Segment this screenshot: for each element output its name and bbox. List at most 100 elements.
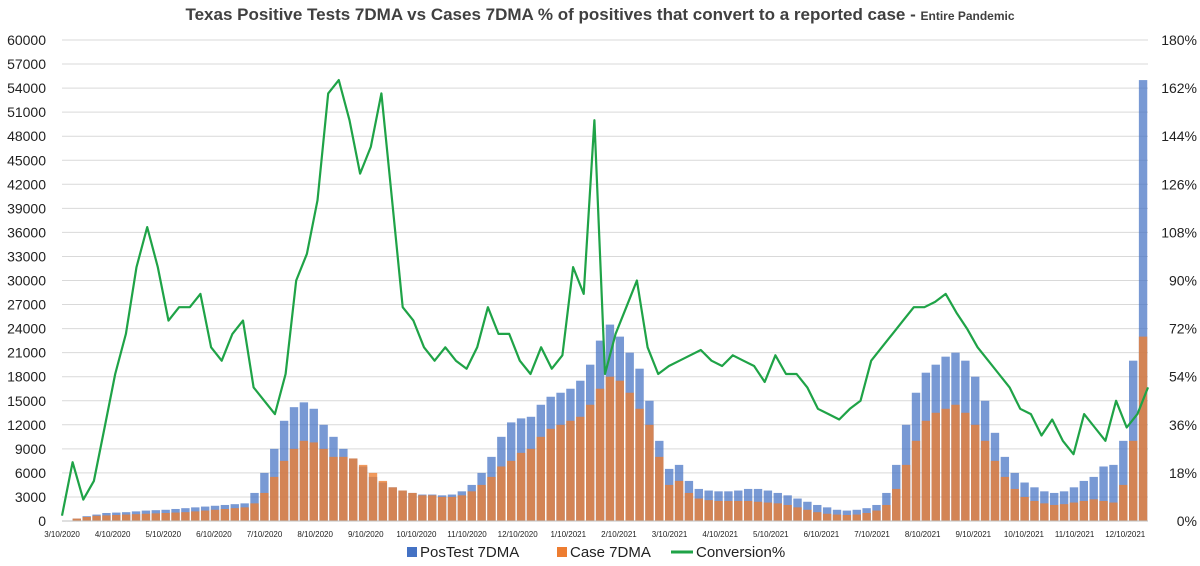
bar-case: [1109, 502, 1118, 521]
y-tick-label-left: 54000: [7, 80, 46, 96]
x-tick-label: 3/10/2021: [652, 530, 688, 539]
bar-case: [704, 500, 713, 521]
bar-case: [299, 440, 309, 521]
bar-case: [714, 500, 723, 521]
bar-case: [487, 476, 496, 521]
bar-case: [121, 514, 131, 521]
x-tick-label: 5/10/2020: [145, 530, 181, 539]
bar-case: [141, 513, 151, 521]
bar-case: [1089, 499, 1098, 521]
bar-case: [151, 513, 160, 521]
legend-swatch-postest: [407, 547, 417, 557]
y-tick-label-left: 57000: [7, 56, 46, 72]
legend-swatch-case: [557, 547, 567, 557]
bar-case: [941, 408, 950, 521]
bar-case: [112, 514, 121, 521]
y-tick-label-left: 6000: [15, 465, 46, 481]
bar-case: [1000, 476, 1010, 521]
y-tick-label-left: 45000: [7, 152, 46, 168]
y-tick-label-right: 180%: [1161, 32, 1197, 48]
bar-case: [428, 495, 437, 521]
bar-case: [605, 376, 615, 521]
bar-case: [516, 452, 526, 521]
bar-postest: [1119, 440, 1128, 521]
chart-title: Texas Positive Tests 7DMA vs Cases 7DMA …: [185, 5, 1014, 24]
bar-case: [210, 509, 220, 521]
bar-case: [1099, 500, 1108, 521]
bar-case: [497, 466, 506, 521]
bar-case: [803, 509, 812, 521]
bar-case: [595, 388, 605, 521]
y-tick-label-left: 60000: [7, 32, 46, 48]
y-tick-label-left: 3000: [15, 489, 46, 505]
bar-case: [793, 507, 802, 521]
bar-case: [1138, 336, 1148, 521]
bar-case: [911, 440, 921, 521]
bar-case: [131, 514, 141, 521]
bar-case: [615, 380, 625, 521]
bar-case: [1010, 488, 1019, 521]
y-tick-label-right: 72%: [1169, 321, 1197, 337]
bar-case: [339, 456, 348, 521]
y-tick-label-right: 144%: [1161, 128, 1197, 144]
y-tick-label-right: 162%: [1161, 80, 1197, 96]
bar-case: [971, 424, 980, 521]
bar-case: [230, 508, 239, 521]
x-tick-label: 9/10/2020: [348, 530, 384, 539]
bar-case: [536, 436, 546, 521]
bar-case: [358, 464, 368, 521]
bar-case: [980, 440, 990, 521]
bar-case: [684, 492, 694, 521]
y-tick-label-left: 42000: [7, 176, 46, 192]
y-tick-label-right: 126%: [1161, 176, 1197, 192]
bar-case: [349, 458, 358, 521]
bar-case: [457, 495, 467, 521]
y-tick-label-left: 48000: [7, 128, 46, 144]
bar-case: [200, 510, 210, 521]
bar-case: [872, 510, 881, 521]
bar-case: [1128, 440, 1138, 521]
bar-case: [1069, 502, 1079, 521]
bar-case: [694, 498, 703, 521]
axes: 0 3000 6000 9000 12000 15000 18000 21000 24000 27…: [7, 32, 1197, 539]
bar-case: [773, 503, 782, 521]
bar-case: [378, 480, 388, 521]
bar-case: [990, 460, 1000, 521]
bar-case: [279, 460, 289, 521]
bar-case: [467, 491, 476, 521]
x-tick-label: 12/10/2021: [1105, 530, 1146, 539]
bar-case: [171, 512, 180, 521]
x-tick-label: 11/10/2020: [447, 530, 487, 539]
bar-case: [102, 515, 111, 521]
x-tick-label: 10/10/2021: [1004, 530, 1045, 539]
bar-case: [576, 416, 585, 521]
y-tick-label-left: 30000: [7, 273, 46, 289]
bar-case: [832, 514, 842, 521]
bar-case: [546, 428, 555, 521]
y-tick-label-right: 18%: [1169, 465, 1197, 481]
bar-case: [931, 412, 940, 521]
bar-case: [289, 448, 299, 521]
legend-label-postest: PosTest 7DMA: [420, 544, 519, 561]
bar-case: [1059, 504, 1069, 521]
bar-case: [813, 512, 822, 521]
y-tick-label-left: 24000: [7, 321, 46, 337]
bar-case: [1040, 503, 1049, 521]
x-tick-label: 1/10/2021: [550, 530, 586, 539]
gridlines: [62, 39, 1148, 522]
bar-case: [398, 490, 407, 521]
y-tick-label-right: 0%: [1177, 513, 1197, 529]
bar-case: [92, 515, 101, 521]
y-tick-label-right: 108%: [1161, 224, 1197, 240]
bar-case: [408, 492, 417, 521]
bar-case: [556, 424, 565, 521]
y-tick-label-left: 33000: [7, 248, 46, 264]
bar-case: [674, 480, 684, 521]
bar-case: [477, 484, 486, 521]
bar-case: [1119, 484, 1128, 521]
bar-case: [655, 456, 664, 521]
bar-case: [734, 500, 743, 521]
bar-case: [72, 518, 82, 521]
bar-case: [743, 500, 753, 521]
